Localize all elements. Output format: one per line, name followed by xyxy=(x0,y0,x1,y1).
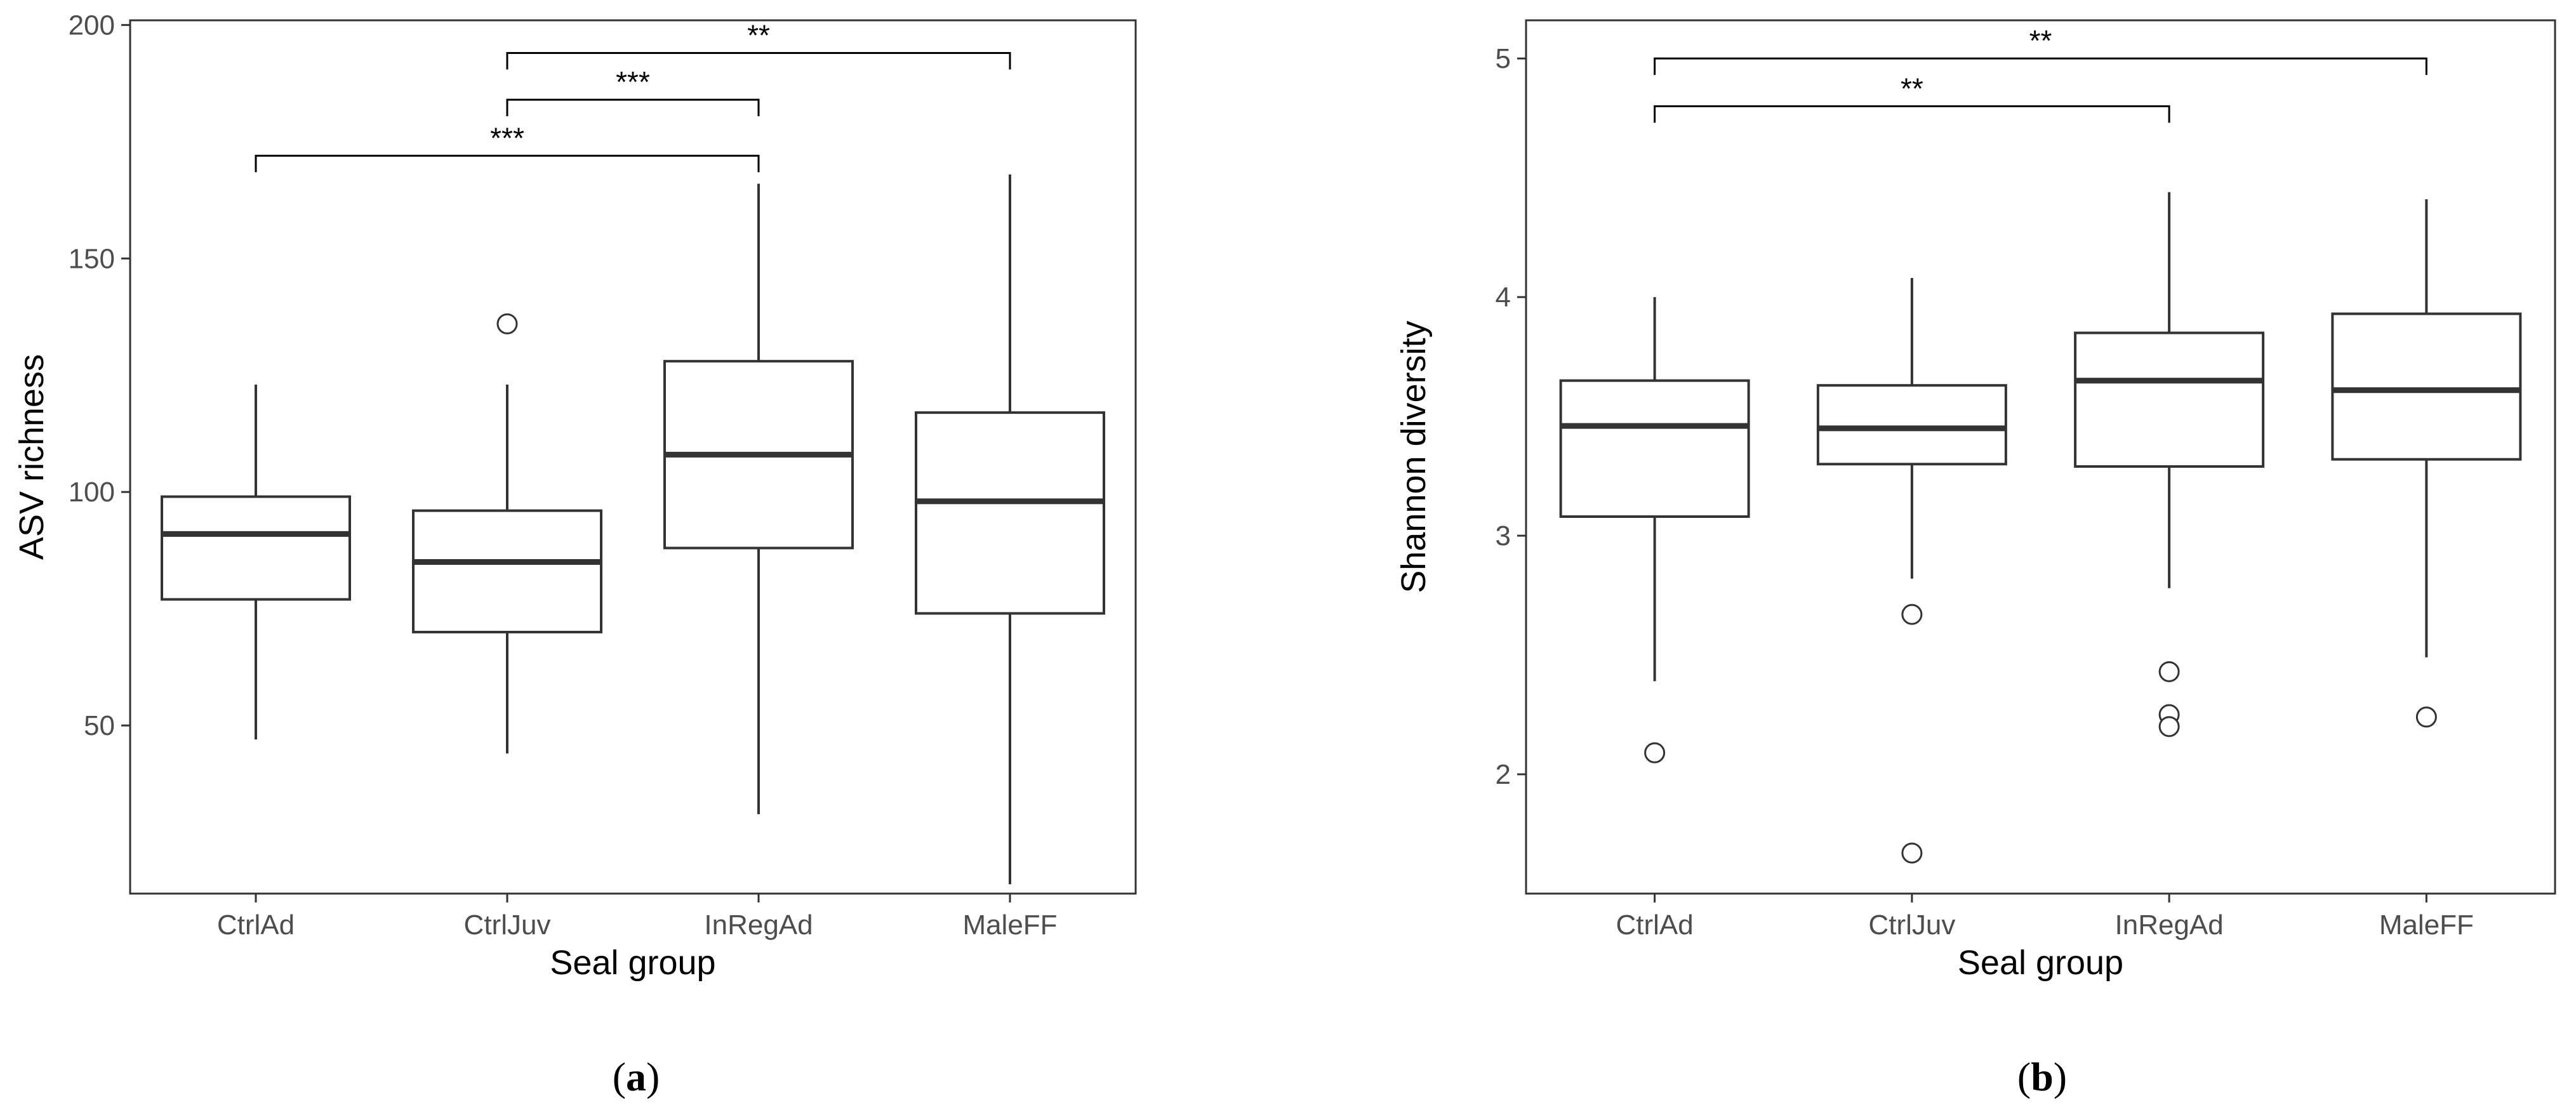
panel-a-caption: (a) xyxy=(613,1054,660,1099)
panel-b-significance-bracket xyxy=(1654,57,2427,76)
panel-b-y-axis-title: Shannon diversity xyxy=(1395,321,1433,593)
panel-a-box-CtrlJuv xyxy=(412,313,602,754)
panel-b-outlier-point xyxy=(1644,742,1666,763)
panel-b-significance-label: ** xyxy=(1901,72,1923,105)
panel-a-y-tick-label: 50 xyxy=(84,710,115,741)
panel-a-y-tick-label: 150 xyxy=(69,243,115,274)
panel-b-x-tick-label: MaleFF xyxy=(2379,909,2474,941)
panel-a-x-tick-label: MaleFF xyxy=(962,909,1057,941)
panel-b-outlier-point xyxy=(2158,716,2180,737)
panel-a-significance-label: *** xyxy=(616,65,650,98)
panel-b-outlier-point xyxy=(2158,661,2180,682)
panel-a-significance-label: ** xyxy=(747,19,770,52)
panel-b-iqr-box xyxy=(2074,331,2265,468)
panel-b-box-InRegAd xyxy=(2074,192,2265,737)
panel-b-outlier-point xyxy=(1901,842,1923,864)
panel-b-x-axis-title: Seal group xyxy=(1958,944,2123,982)
panel-b-plot-border xyxy=(1525,19,2556,895)
panel-a-iqr-box xyxy=(161,495,351,601)
panel-a-significance-bracket xyxy=(506,98,760,117)
panel-b-iqr-box xyxy=(1816,384,2007,466)
panel-b-iqr-box xyxy=(1559,379,1750,518)
panel-a-significance-bracket xyxy=(506,52,1011,70)
panel-a-box-InRegAd xyxy=(663,183,854,814)
panel-a-y-tick-label: 200 xyxy=(69,10,115,41)
panel-b-outlier-point xyxy=(2415,706,2437,728)
panel-a-caption-letter: a xyxy=(626,1054,646,1099)
panel-a-x-axis-title: Seal group xyxy=(550,944,715,982)
panel-a-significance-bracket xyxy=(255,154,760,173)
panel-b: 2 3 4 5 CtrlAd CtrlJuv InRegAd MaleFF Seal group… xyxy=(1395,19,2556,1099)
panel-a-x-tick-label: CtrlJuv xyxy=(464,909,551,941)
panel-b-box-MaleFF xyxy=(2331,199,2522,728)
panel-a-caption-open: ( xyxy=(613,1054,626,1099)
panel-a: 50 100 150 200 CtrlAd CtrlJuv InRegAd MaleFF Sea… xyxy=(13,10,1137,1099)
panel-a-y-tick-label: 100 xyxy=(69,477,115,508)
panel-b-outlier-point xyxy=(1901,604,1923,625)
panel-b-significance-label: ** xyxy=(2029,24,2052,57)
panel-b-significance-bracket xyxy=(1654,105,2170,123)
panel-b-y-tick-label: 5 xyxy=(1496,43,1511,74)
panel-a-iqr-box xyxy=(412,509,602,633)
panel-b-caption-letter: b xyxy=(2031,1054,2054,1099)
panel-b-box-CtrlJuv xyxy=(1816,278,2007,864)
panel-a-outlier-point xyxy=(496,313,518,334)
panel-b-y-tick-label: 4 xyxy=(1496,282,1511,313)
panel-b-caption-open: ( xyxy=(2017,1054,2031,1099)
panel-b-iqr-box xyxy=(2331,312,2522,461)
panel-a-y-axis-title: ASV richness xyxy=(13,354,51,560)
panel-a-box-CtrlAd xyxy=(161,384,351,740)
panel-a-x-tick-label: CtrlAd xyxy=(217,909,295,941)
panel-b-box-CtrlAd xyxy=(1559,297,1750,763)
panel-b-caption-close: ) xyxy=(2054,1054,2067,1099)
panel-a-x-tick-label: InRegAd xyxy=(704,909,813,941)
panel-b-x-tick-label: CtrlJuv xyxy=(1868,909,1955,941)
panel-a-box-MaleFF xyxy=(915,174,1105,885)
panel-b-y-tick-label: 3 xyxy=(1496,520,1511,552)
panel-b-x-tick-label: CtrlAd xyxy=(1616,909,1694,941)
panel-a-caption-close: ) xyxy=(646,1054,660,1099)
panel-b-y-tick-label: 2 xyxy=(1496,759,1511,790)
panel-b-x-tick-label: InRegAd xyxy=(2115,909,2224,941)
panel-a-plot-border xyxy=(129,19,1137,895)
panel-a-significance-label: *** xyxy=(490,121,524,154)
panel-b-caption: (b) xyxy=(2017,1054,2067,1099)
panel-a-iqr-box xyxy=(915,411,1105,615)
